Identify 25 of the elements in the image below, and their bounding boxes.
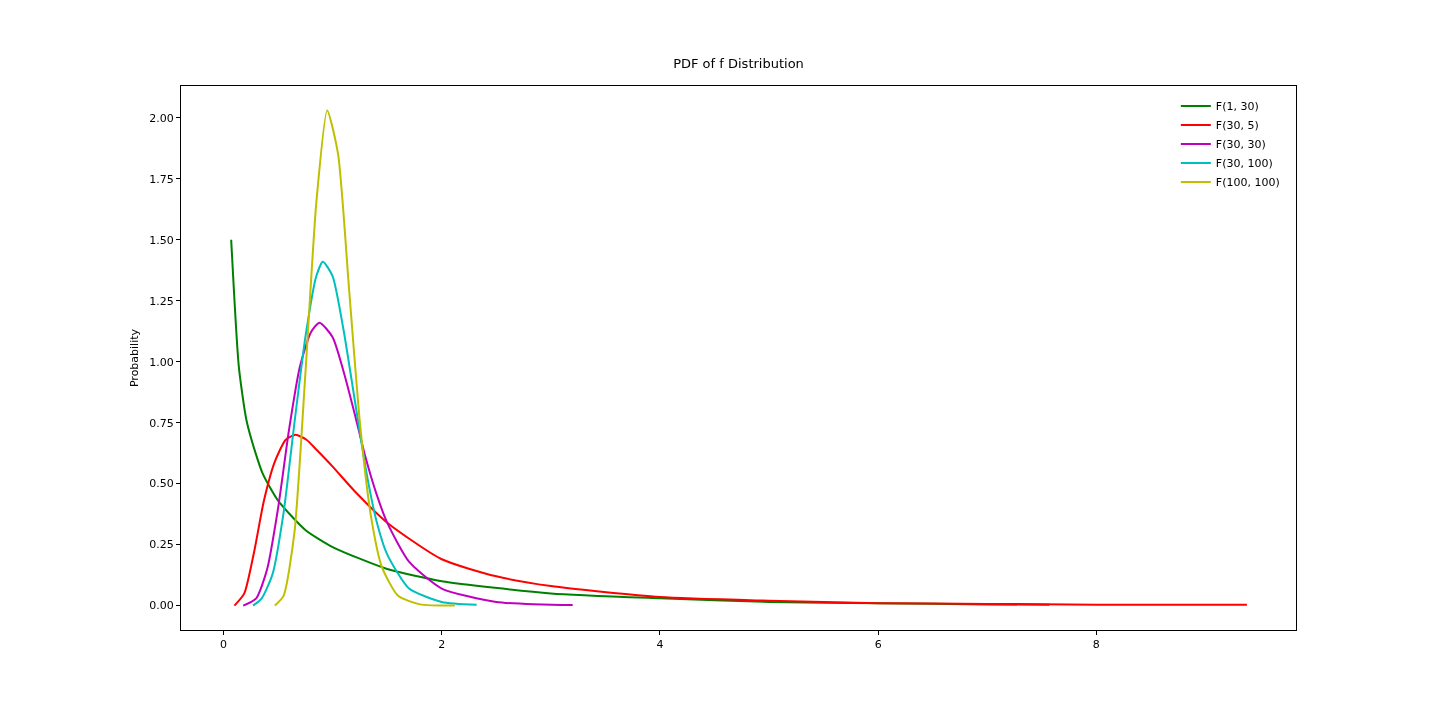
legend-label: F(30, 100) [1215,157,1273,171]
y-tick-label: 0.75 [149,416,174,430]
x-tick-label: 0 [220,638,228,652]
line-series [233,433,1248,607]
line-series [242,321,574,607]
line-series [273,109,456,607]
y-tick-label: 2.00 [149,111,174,125]
y-tick-label: 1.50 [149,233,174,247]
x-tick-label: 6 [874,638,882,652]
legend-label: F(100, 100) [1215,176,1280,190]
line-series [252,260,478,607]
y-axis-title: Probability [127,328,141,388]
y-tick-label: 1.25 [149,294,174,308]
legend-label: F(1, 30) [1215,100,1259,114]
x-tick-label: 4 [656,638,664,652]
y-tick-label: 1.75 [149,172,174,186]
x-tick-label: 8 [1092,638,1100,652]
legend-label: F(30, 5) [1215,119,1259,133]
chart-title: PDF of f Distribution [673,56,804,71]
y-tick-label: 1.00 [149,355,174,369]
y-tick-label: 0.50 [149,477,174,491]
y-tick-label: 0.25 [149,538,174,552]
legend-label: F(30, 30) [1215,138,1266,152]
y-tick-label: 0.00 [149,599,174,613]
x-tick-label: 2 [438,638,446,652]
